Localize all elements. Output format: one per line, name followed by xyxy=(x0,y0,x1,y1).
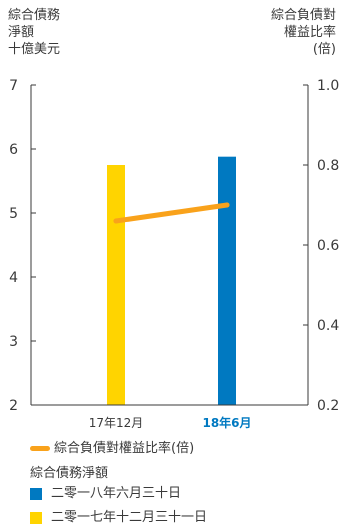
category-label: 17年12月 xyxy=(89,416,144,430)
right-axis-title-line: 綜合負債對 xyxy=(270,8,336,23)
ratio-point xyxy=(224,202,230,208)
right-axis-title: 綜合負債對 權益比率 (倍) xyxy=(271,7,336,58)
left-axis-title-line: 十億美元 xyxy=(8,42,61,57)
legend-bars-heading-text: 綜合債務淨額 xyxy=(30,466,109,481)
left-axis-title: 綜合債務 淨額 十億美元 xyxy=(8,7,60,58)
legend-bar-swatch xyxy=(30,511,42,524)
left-tick-label: 5 xyxy=(9,206,18,222)
right-axis-title-line: (倍) xyxy=(312,42,336,57)
right-tick-label: 0.6 xyxy=(317,238,339,254)
left-tick-label: 6 xyxy=(9,142,18,158)
right-tick-label: 0.4 xyxy=(317,318,339,334)
right-axis-title-line: 權益比率 xyxy=(283,25,336,40)
legend-bar-label: 二零一八年六月三十日 xyxy=(51,486,182,501)
legend-bars-heading: 綜合債務淨額 xyxy=(30,465,108,482)
legend-bar-label: 二零一七年十二月三十一日 xyxy=(51,510,208,525)
ratio-line xyxy=(113,202,230,224)
legend-bar-swatch xyxy=(30,487,42,500)
legend-item-bar-2017: 二零一七年十二月三十一日 xyxy=(30,509,207,526)
left-tick-label: 3 xyxy=(9,334,18,350)
right-tick-label: 0.2 xyxy=(317,398,339,414)
left-axis-title-line: 綜合債務 xyxy=(8,8,61,23)
legend-item-line: 綜合負債對權益比率(倍) xyxy=(30,440,194,457)
category-label: 18年6月 xyxy=(202,415,251,430)
right-tick-label: 0.8 xyxy=(317,158,339,174)
legend-line-label: 綜合負債對權益比率(倍) xyxy=(54,441,195,456)
right-tick-label: 1.0 xyxy=(317,78,339,94)
combo-chart: 7 6 5 4 3 2 1.0 0.8 0.6 0.4 0.2 17年12月 18年6月 xyxy=(9,78,339,430)
left-tick-label: 4 xyxy=(9,270,18,286)
left-axis-title-line: 淨額 xyxy=(8,25,35,40)
legend-line-swatch xyxy=(30,446,50,451)
left-tick-label: 7 xyxy=(9,78,18,94)
bar xyxy=(107,165,125,405)
legend-item-bar-2018: 二零一八年六月三十日 xyxy=(30,485,181,502)
left-tick-label: 2 xyxy=(9,398,18,414)
bar xyxy=(218,156,236,405)
ratio-point xyxy=(113,218,119,224)
